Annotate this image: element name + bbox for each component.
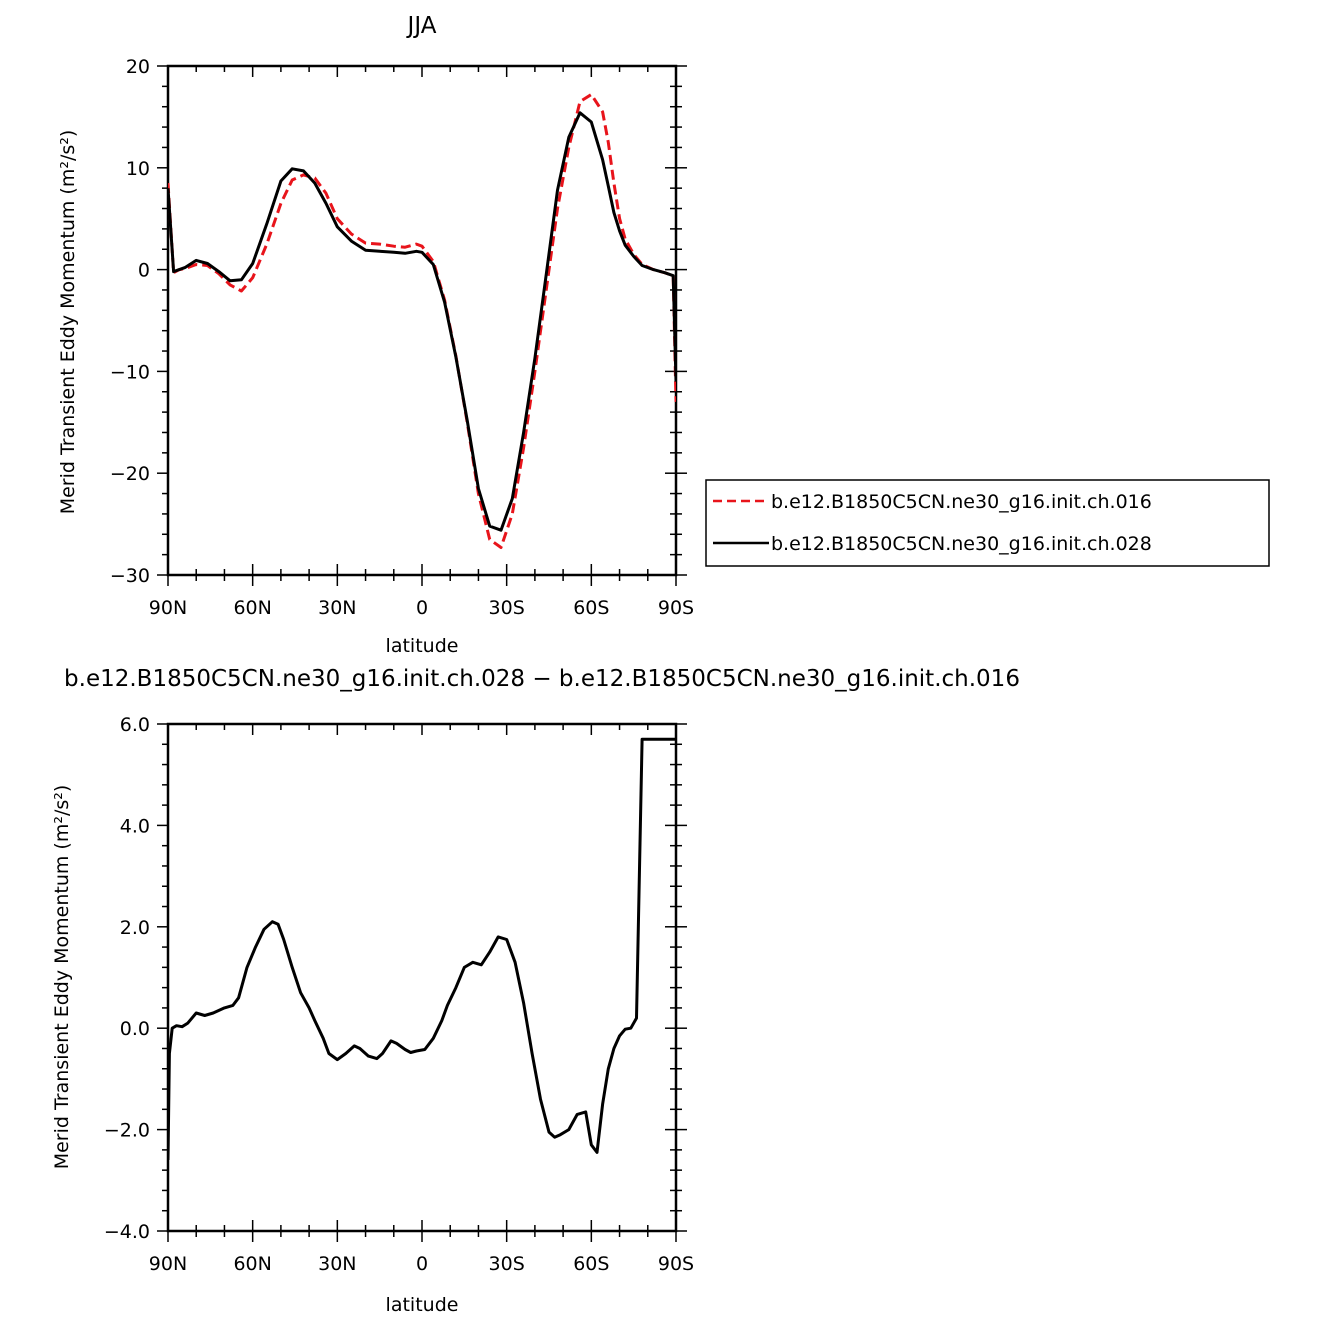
top-chart: JJA 90N 60N 30N 0 30S 60S 90S 20 10 0 −10 −20 −30 la…: [57, 13, 694, 657]
legend: b.e12.B1850C5CN.ne30_g16.init.ch.016 b.e…: [705, 479, 1270, 567]
bottom-x-tick-label: 90S: [658, 1253, 694, 1275]
top-x-tick-label: 60S: [573, 597, 609, 619]
top-series-line-2: [168, 111, 676, 532]
top-chart-title: JJA: [406, 13, 437, 39]
top-chart-xlabel: latitude: [386, 635, 459, 657]
bottom-y-tick-label: 4.0: [120, 815, 150, 837]
top-plot-frame: [166, 64, 678, 577]
top-y-tick-label: −30: [110, 565, 150, 587]
top-y-tick-label: 0: [138, 260, 150, 282]
top-x-tick-label: 60N: [233, 597, 271, 619]
bottom-series-line-1: [168, 737, 676, 1161]
bottom-chart: b.e12.B1850C5CN.ne30_g16.init.ch.028 − b…: [51, 666, 1020, 1316]
top-y-tick-label: −10: [110, 361, 150, 383]
top-x-tick-label: 30N: [318, 597, 356, 619]
legend-label-series-2: b.e12.B1850C5CN.ne30_g16.init.ch.028: [771, 533, 1152, 555]
top-chart-ylabel: Merid Transient Eddy Momentum (m²/s²): [57, 130, 79, 515]
bottom-x-tick-label: 60S: [573, 1253, 609, 1275]
top-x-tick-label: 90S: [658, 597, 694, 619]
bottom-x-tick-label: 30S: [489, 1253, 525, 1275]
top-y-tick-label: −20: [110, 463, 150, 485]
bottom-chart-title: b.e12.B1850C5CN.ne30_g16.init.ch.028 − b…: [64, 666, 1020, 692]
bottom-y-tick-label: −4.0: [104, 1221, 150, 1243]
legend-label-series-1: b.e12.B1850C5CN.ne30_g16.init.ch.016: [771, 491, 1152, 513]
top-series-line-1: [168, 93, 676, 549]
top-x-tick-label: 30S: [489, 597, 525, 619]
bottom-x-tick-label: 30N: [318, 1253, 356, 1275]
top-x-tick-label: 90N: [149, 597, 187, 619]
bottom-x-tick-label: 0: [416, 1253, 428, 1275]
top-y-tick-label: 20: [126, 56, 150, 78]
bottom-x-tick-label: 90N: [149, 1253, 187, 1275]
bottom-x-tick-label: 60N: [233, 1253, 271, 1275]
bottom-y-tick-label: 0.0: [120, 1018, 150, 1040]
legend-box: [705, 479, 1270, 567]
bottom-y-tick-label: −2.0: [104, 1120, 150, 1142]
top-y-tick-label: 10: [126, 158, 150, 180]
bottom-y-tick-label: 2.0: [120, 917, 150, 939]
bottom-y-tick-label: 6.0: [120, 714, 150, 736]
top-x-tick-label: 0: [416, 597, 428, 619]
bottom-chart-xlabel: latitude: [386, 1294, 459, 1316]
bottom-chart-ylabel: Merid Transient Eddy Momentum (m²/s²): [51, 785, 73, 1170]
